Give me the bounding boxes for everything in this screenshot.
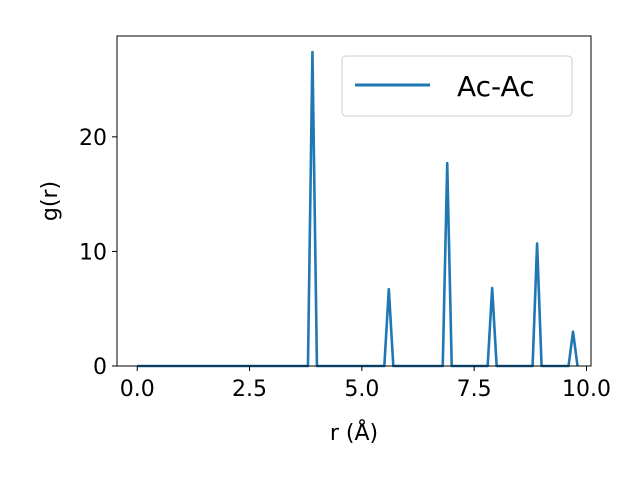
legend-label: Ac-Ac <box>457 70 535 103</box>
legend-box <box>341 55 573 117</box>
x-tick-label: 10.0 <box>562 377 611 402</box>
x-tick-label: 5.0 <box>344 377 379 402</box>
y-axis-label: g(r) <box>38 181 63 221</box>
x-tick-label: 7.5 <box>457 377 492 402</box>
x-tick-label: 2.5 <box>232 377 267 402</box>
y-tick-label: 10 <box>79 240 107 265</box>
y-axis-ticks: 0 10 20 <box>79 126 117 380</box>
plot-frame <box>116 35 592 367</box>
x-tick-label: 0.0 <box>120 377 155 402</box>
y-tick-label: 20 <box>79 126 107 151</box>
legend: Ac-Ac <box>341 55 573 117</box>
x-axis-ticks: 0.0 2.5 5.0 7.5 10.0 <box>120 366 611 402</box>
x-axis-label: r (Å) <box>330 419 378 446</box>
y-tick-label: 0 <box>93 355 107 380</box>
